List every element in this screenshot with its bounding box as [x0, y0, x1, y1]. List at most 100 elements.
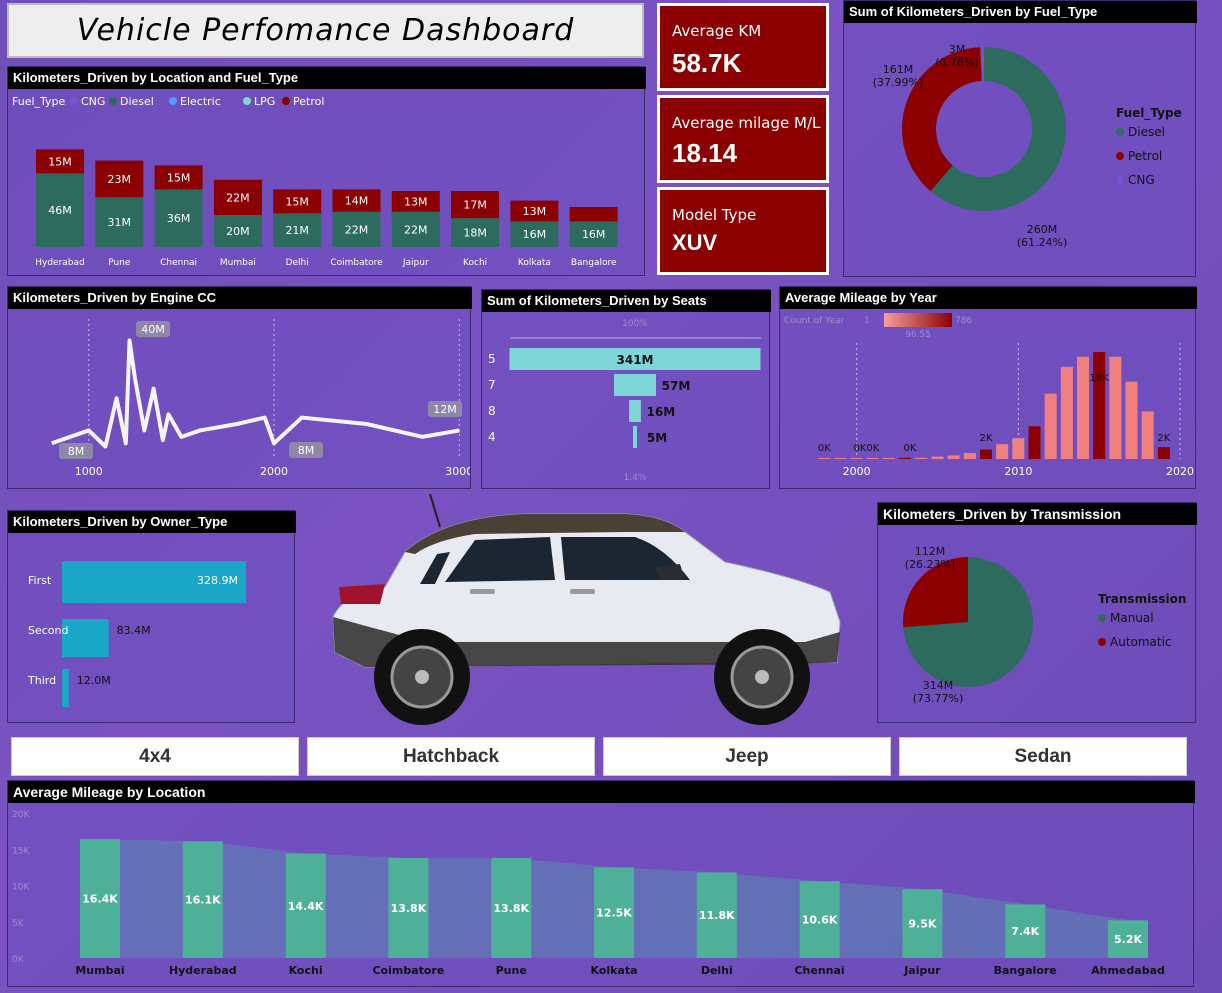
- data-label: 83.4M: [117, 624, 151, 637]
- data-label: 10.6K: [802, 914, 838, 927]
- y-tick-label: 10K: [12, 883, 30, 893]
- category-button-jeep[interactable]: Jeep: [603, 737, 891, 776]
- data-label-pct: (26.23%): [905, 558, 956, 571]
- x-tick-label: Kolkata: [590, 964, 637, 977]
- data-label: 18M: [463, 227, 487, 240]
- chart-km-location-fuel: Fuel_Type CNG Diesel Electric LPG Petrol 46M 15…: [12, 95, 618, 268]
- legend-item: CNG: [1128, 173, 1155, 187]
- legend-marker: [1098, 614, 1106, 622]
- data-label: 16M: [647, 405, 676, 419]
- x-tick-label: Chennai: [794, 964, 844, 977]
- chart-mileage-location: 20K 15K 10K 5K 0K 16.4K Mumbai 16.1K Hyderabad 14…: [12, 810, 1165, 977]
- chart-km-engine-cc: 1000 2000 3000 40M 8M 8M 12M: [51, 319, 470, 478]
- y-tick-label: Third: [27, 674, 56, 687]
- data-label: 0K: [818, 443, 831, 454]
- data-label: 5M: [647, 431, 667, 445]
- panel-mileage-year: Average Mileage by Year Count of Year 1 78…: [779, 286, 1197, 489]
- panel-km-location-fuel: Kilometers_Driven by Location and Fuel_T…: [7, 66, 646, 276]
- pie-slice: [902, 47, 982, 192]
- legend-title: Fuel_Type: [12, 95, 66, 108]
- data-label: 3M: [949, 43, 966, 56]
- bar: [902, 889, 943, 958]
- panel-title: Kilometers_Driven by Owner_Type: [8, 511, 296, 533]
- data-label: 341M: [617, 353, 654, 367]
- bar-petrol: [154, 165, 203, 190]
- bar: [1012, 438, 1025, 459]
- y-tick-label: 0K: [12, 955, 25, 965]
- x-tick-label: Bangalore: [571, 258, 617, 268]
- bar-petrol: [569, 207, 618, 222]
- legend-marker: [1098, 638, 1106, 646]
- bar: [1108, 920, 1148, 958]
- legend-marker: [1116, 128, 1124, 136]
- category-button-4x4[interactable]: 4x4: [11, 737, 299, 776]
- x-tick-label: Ahmedabad: [1091, 964, 1165, 977]
- legend-item: Automatic: [1110, 635, 1172, 649]
- annotation-label: 40M: [141, 323, 165, 336]
- y-tick-label: 4: [488, 430, 496, 444]
- bar-diesel: [273, 213, 322, 247]
- legend-item: Petrol: [293, 95, 324, 108]
- data-label: 31M: [108, 216, 132, 229]
- bar-petrol: [213, 179, 262, 215]
- bar: [1109, 356, 1122, 459]
- annotation-box: [289, 442, 323, 458]
- data-label: 16.1K: [185, 894, 221, 907]
- funnel-bar: [509, 348, 761, 370]
- data-label: 2K: [980, 433, 993, 444]
- x-tick-label: Jaipur: [402, 258, 429, 268]
- annotation-label: 8M: [298, 444, 315, 457]
- pie-slice: [903, 557, 1033, 687]
- funnel-bar: [62, 669, 69, 707]
- funnel-bar: [62, 619, 109, 657]
- bar: [1141, 411, 1154, 459]
- y-tick-label: 8: [488, 404, 496, 418]
- y-tick-label: 5K: [12, 919, 25, 929]
- top-label: 100%: [622, 319, 648, 329]
- bar-diesel: [391, 211, 440, 247]
- data-label: 57M: [662, 379, 691, 393]
- data-label: 0K: [866, 443, 879, 454]
- bar: [963, 453, 976, 459]
- kpi-label: Average milage M/L: [672, 114, 821, 132]
- bar: [1044, 393, 1057, 459]
- data-label: 314M: [923, 679, 954, 692]
- category-button-hatchback[interactable]: Hatchback: [307, 737, 595, 776]
- bar-diesel: [510, 221, 559, 247]
- data-label: 161M: [883, 63, 914, 76]
- y-tick-label: Second: [28, 624, 68, 637]
- bar: [1028, 426, 1041, 459]
- x-tick-label: Coimbatore: [330, 258, 383, 268]
- kpi-value: 58.7K: [672, 48, 742, 78]
- bar: [388, 857, 429, 958]
- legend-item: Diesel: [1128, 125, 1165, 139]
- x-tick-label: 3000: [445, 465, 470, 478]
- x-tick-label: Mumbai: [75, 964, 124, 977]
- category-button-sedan[interactable]: Sedan: [899, 737, 1187, 776]
- x-tick-label: Pune: [496, 964, 527, 977]
- panel-title: Sum of Kilometers_Driven by Seats: [482, 290, 771, 312]
- annotation-box: [136, 321, 170, 337]
- kpi-average-km: Average KM 58.7K: [657, 3, 829, 91]
- legend-max: 786: [955, 316, 972, 326]
- kpi-model-type: Model Type XUV: [657, 187, 829, 275]
- bar-diesel: [451, 218, 500, 247]
- kpi-value: XUV: [672, 230, 718, 255]
- data-label: 21M: [285, 224, 309, 237]
- annotation-box: [428, 401, 462, 417]
- bar: [491, 857, 532, 958]
- x-tick-label: 2000: [260, 465, 288, 478]
- x-tick-label: Hyderabad: [169, 964, 237, 977]
- x-tick-label: Mumbai: [220, 258, 256, 268]
- legend-gradient: [884, 313, 952, 327]
- y-tick-label: 7: [488, 378, 496, 392]
- bar-petrol: [451, 191, 500, 219]
- legend-marker: [282, 97, 290, 105]
- kpi-label: Model Type: [672, 206, 757, 224]
- x-tick-label: 2000: [843, 465, 871, 478]
- data-label: 15M: [285, 195, 309, 208]
- data-label: 14M: [345, 195, 369, 208]
- x-tick-label: 2010: [1004, 465, 1032, 478]
- bar: [818, 458, 831, 459]
- x-tick-label: Delhi: [701, 964, 733, 977]
